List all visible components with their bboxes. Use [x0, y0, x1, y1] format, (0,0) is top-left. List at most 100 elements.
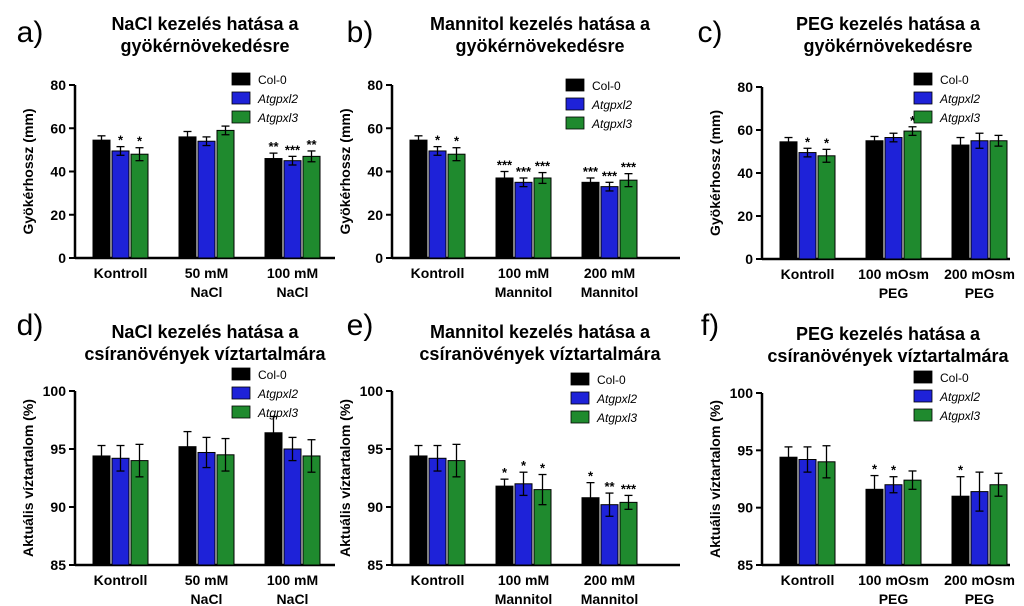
panel-label: b) — [347, 16, 374, 49]
bar-atgpxl2 — [197, 451, 216, 566]
y-tick-label: 95 — [367, 441, 383, 457]
y-tick-label: 100 — [360, 383, 384, 399]
chart-title-line: NaCl kezelés hatása a — [111, 14, 299, 34]
legend-label: Atgpxl3 — [596, 411, 637, 425]
significance-marker: *** — [516, 164, 532, 179]
x-tick-label: 100 mM — [267, 265, 318, 281]
significance-marker: * — [891, 463, 897, 478]
significance-marker: * — [540, 461, 546, 476]
bar-col-0 — [951, 144, 970, 260]
bar-atgpxl3 — [903, 130, 922, 260]
y-tick-label: 90 — [50, 499, 66, 515]
chart-title-line: csíranövények víztartalmára — [419, 344, 661, 364]
y-tick-label: 0 — [375, 250, 383, 266]
y-axis-label: Aktuális víztartalom (%) — [707, 400, 723, 558]
y-tick-label: 85 — [737, 557, 753, 573]
y-tick-label: 90 — [367, 499, 383, 515]
x-tick-label: 200 mOsm — [944, 266, 1015, 282]
y-tick-label: 0 — [58, 250, 66, 266]
bar-atgpxl2 — [283, 448, 302, 566]
chart-title-line: gyökérnövekedésre — [455, 36, 624, 56]
x-tick-label: 200 mM — [584, 572, 635, 588]
x-tick-label: 100 mOsm — [858, 572, 929, 588]
bar-atgpxl2 — [884, 137, 903, 260]
x-tick-label: 200 mM — [584, 265, 635, 281]
bar-atgpxl2 — [970, 140, 989, 260]
significance-marker: * — [910, 113, 916, 128]
significance-marker: *** — [497, 158, 513, 173]
panel-label: c) — [698, 16, 723, 49]
bar-col-0 — [495, 485, 514, 566]
x-tick-label: Kontroll — [781, 572, 835, 588]
legend-swatch-atgpxl3 — [570, 410, 590, 424]
y-tick-label: 0 — [745, 251, 753, 267]
legend-swatch-col-0 — [565, 78, 585, 92]
y-tick-label: 80 — [367, 77, 383, 93]
legend-label: Atgpxl2 — [939, 92, 980, 106]
bar-col-0 — [779, 141, 798, 260]
y-axis-label: Aktuális víztartalom (%) — [20, 399, 36, 557]
legend-swatch-atgpxl2 — [231, 91, 251, 105]
significance-marker: *** — [621, 160, 637, 175]
chart-title-line: PEG kezelés hatása a — [796, 14, 981, 34]
chart-title-line: Mannitol kezelés hatása a — [430, 14, 651, 34]
x-tick-label: 100 mM — [498, 572, 549, 588]
x-tick-label: Kontroll — [94, 265, 148, 281]
x-tick-label: Kontroll — [411, 572, 465, 588]
panel-label: e) — [347, 309, 374, 342]
significance-marker: * — [805, 134, 811, 149]
legend-label: Col-0 — [258, 368, 287, 382]
legend-label: Col-0 — [592, 79, 621, 93]
significance-marker: *** — [285, 142, 301, 157]
bar-atgpxl2 — [111, 457, 130, 566]
significance-marker: ** — [604, 479, 615, 494]
y-tick-label: 60 — [50, 120, 66, 136]
legend-label: Atgpxl2 — [591, 98, 632, 112]
y-tick-label: 20 — [367, 207, 383, 223]
significance-marker: *** — [583, 164, 599, 179]
chart-panel-1: a) NaCl kezelés hatása agyökérnövekedésre… — [17, 14, 335, 300]
y-tick-label: 40 — [50, 164, 66, 180]
x-tick-label: NaCl — [191, 284, 223, 300]
chart-title-line: gyökérnövekedésre — [120, 36, 289, 56]
x-tick-label: Mannitol — [495, 591, 553, 606]
bar-col-0 — [92, 455, 111, 566]
bar-atgpxl2 — [197, 140, 216, 259]
y-tick-label: 20 — [50, 207, 66, 223]
x-tick-label: 100 mM — [498, 265, 549, 281]
x-tick-label: Kontroll — [781, 266, 835, 282]
significance-marker: * — [137, 134, 143, 149]
bar-atgpxl2 — [798, 152, 817, 260]
legend-swatch-atgpxl3 — [231, 110, 251, 124]
bar-atgpxl3 — [903, 479, 922, 566]
x-tick-label: PEG — [879, 285, 909, 301]
bar-atgpxl3 — [989, 140, 1008, 260]
chart-panel-2: b) Mannitol kezelés hatása agyökérnöveked… — [337, 14, 680, 300]
y-tick-label: 95 — [50, 441, 66, 457]
significance-marker: ** — [268, 139, 279, 154]
legend-label: Col-0 — [597, 373, 626, 387]
y-tick-label: 80 — [50, 77, 66, 93]
significance-marker: * — [588, 469, 594, 484]
bar-atgpxl2 — [428, 150, 447, 259]
significance-marker: * — [521, 458, 527, 473]
x-tick-label: Kontroll — [94, 572, 148, 588]
significance-marker: * — [872, 462, 878, 477]
y-tick-label: 85 — [50, 557, 66, 573]
legend-swatch-atgpxl3 — [231, 405, 251, 419]
y-tick-label: 40 — [367, 164, 383, 180]
bar-col-0 — [865, 140, 884, 260]
significance-marker: ** — [306, 137, 317, 152]
y-tick-label: 90 — [737, 500, 753, 516]
significance-marker: * — [454, 134, 460, 149]
bar-col-0 — [409, 139, 428, 259]
y-axis-label: Aktuális víztartalom (%) — [337, 399, 353, 557]
legend-swatch-atgpxl2 — [913, 91, 933, 105]
x-tick-label: 50 mM — [185, 572, 229, 588]
significance-marker: * — [824, 135, 830, 150]
y-axis-label: Gyökérhossz (mm) — [707, 110, 723, 236]
bar-col-0 — [409, 455, 428, 566]
legend-swatch-atgpxl2 — [565, 97, 585, 111]
y-tick-label: 100 — [730, 385, 754, 401]
